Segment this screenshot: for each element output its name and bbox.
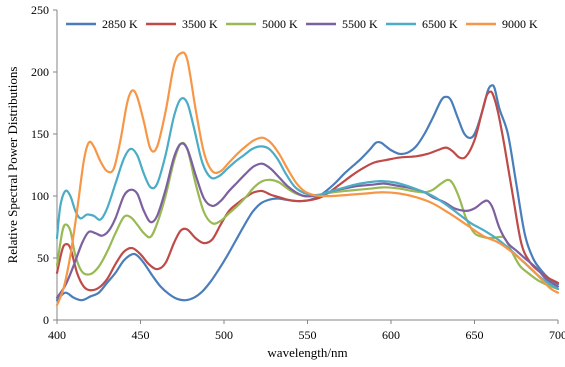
x-tick-label: 400 <box>48 328 66 342</box>
series-line-3500-k <box>55 90 560 292</box>
y-tick-label: 50 <box>37 251 49 265</box>
series-line-5000-k <box>55 141 560 291</box>
series-layer <box>55 51 560 307</box>
x-axis: 400 450 500 550 600 650 700 <box>48 320 565 342</box>
x-tick-label: 450 <box>132 328 150 342</box>
legend-label-2850-k: 2850 K <box>102 17 138 31</box>
legend: 2850 K 3500 K 5000 K 5500 K 6500 K 9000 K <box>66 17 538 31</box>
series-line-6500-k <box>55 97 560 291</box>
y-tick-label: 100 <box>31 189 49 203</box>
legend-label-5500-k: 5500 K <box>342 17 378 31</box>
y-axis-title: Relative Spectral Power Distributions <box>5 67 20 264</box>
x-axis-title: wavelength/nm <box>267 345 347 360</box>
y-tick-label: 250 <box>31 3 49 17</box>
x-tick-label: 650 <box>466 328 484 342</box>
y-tick-label: 150 <box>31 127 49 141</box>
series-line-9000-k <box>55 51 560 307</box>
y-tick-label: 200 <box>31 65 49 79</box>
legend-label-3500-k: 3500 K <box>182 17 218 31</box>
series-line-5500-k <box>55 142 560 299</box>
x-tick-label: 550 <box>299 328 317 342</box>
x-tick-label: 700 <box>549 328 565 342</box>
y-axis: 0 50 100 150 200 250 <box>31 3 57 327</box>
legend-label-6500-k: 6500 K <box>422 17 458 31</box>
plot-area <box>56 10 558 321</box>
x-tick-label: 600 <box>382 328 400 342</box>
y-tick-label: 0 <box>43 313 49 327</box>
legend-label-9000-k: 9000 K <box>502 17 538 31</box>
x-tick-label: 500 <box>215 328 233 342</box>
legend-label-5000-k: 5000 K <box>262 17 298 31</box>
